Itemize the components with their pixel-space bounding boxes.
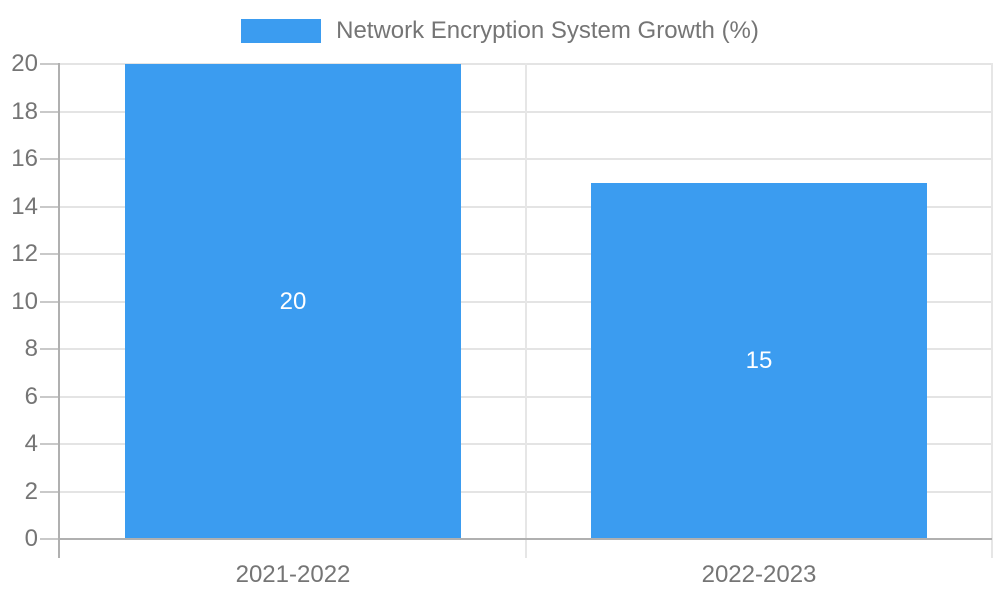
y-axis-tick xyxy=(40,158,58,160)
legend-item[interactable]: Network Encryption System Growth (%) xyxy=(0,18,1000,44)
y-axis-tick xyxy=(40,538,58,540)
y-axis-tick xyxy=(40,490,58,493)
y-tick-label: 18 xyxy=(11,97,38,125)
y-axis-tick xyxy=(40,348,58,350)
x-tick-label: 2021-2022 xyxy=(235,561,351,588)
y-axis-tick xyxy=(40,205,58,208)
y-tick-label: 16 xyxy=(11,145,38,172)
x-tick-label: 2022-2023 xyxy=(701,561,817,588)
y-tick-label: 6 xyxy=(24,382,38,410)
y-tick-label: 0 xyxy=(24,525,38,552)
y-tick-label: 10 xyxy=(11,287,38,315)
bar[interactable] xyxy=(125,64,461,539)
y-tick-label: 4 xyxy=(24,430,38,457)
bar-value-label: 20 xyxy=(279,287,307,315)
category-divider xyxy=(525,63,527,558)
y-axis-tick xyxy=(40,110,58,113)
bar[interactable] xyxy=(591,182,927,539)
y-tick-label: 2 xyxy=(24,477,38,505)
bar-value-label: 15 xyxy=(745,346,773,374)
y-axis-line xyxy=(58,63,60,558)
y-axis-tick xyxy=(40,443,58,445)
y-tick-label: 8 xyxy=(24,335,38,362)
y-tick-label: 12 xyxy=(11,240,38,267)
y-axis-tick xyxy=(40,253,58,255)
y-axis-tick xyxy=(40,395,58,398)
legend-label: Network Encryption System Growth (%) xyxy=(336,17,759,44)
y-axis-tick xyxy=(40,300,58,303)
y-tick-label: 20 xyxy=(11,50,38,77)
legend-swatch xyxy=(241,19,322,43)
x-axis-line xyxy=(58,538,992,540)
y-tick-label: 14 xyxy=(11,192,38,220)
y-axis-tick xyxy=(40,63,58,65)
category-divider xyxy=(991,63,993,558)
